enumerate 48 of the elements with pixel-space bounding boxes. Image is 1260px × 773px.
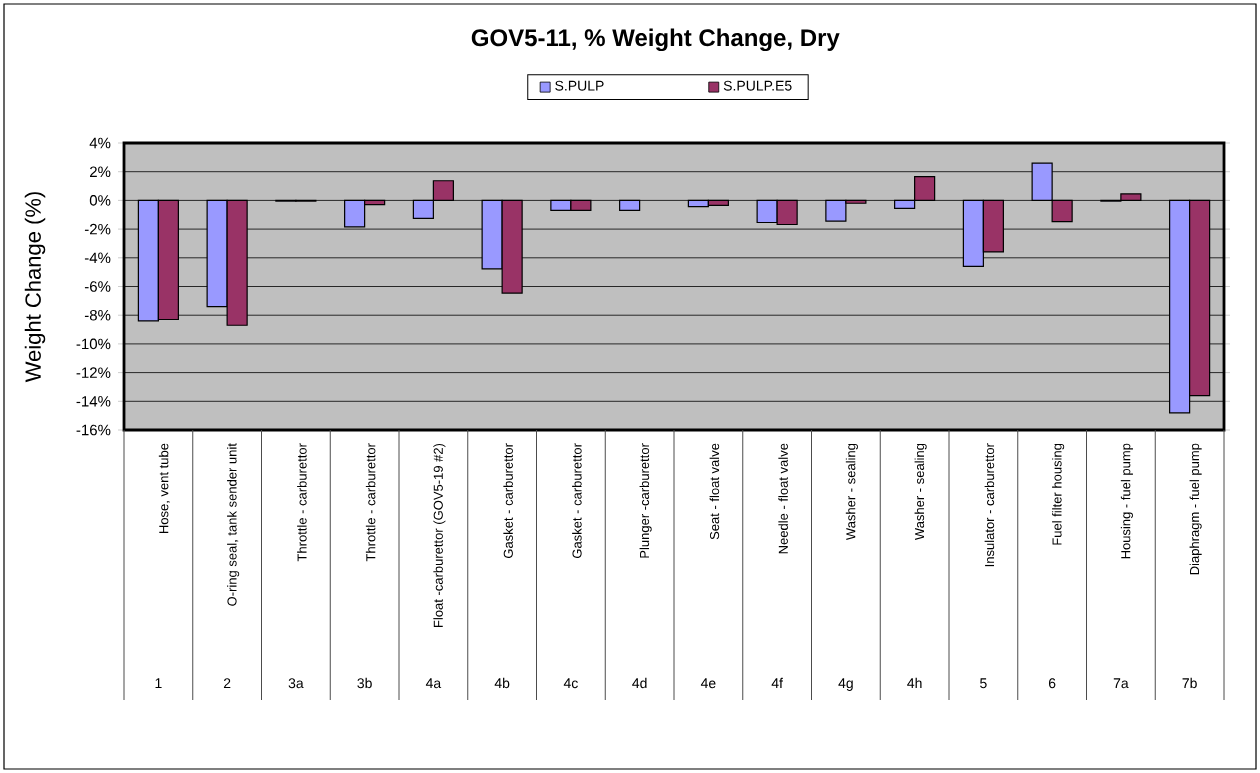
text: 3b (357, 677, 372, 689)
text: 1 (155, 678, 162, 688)
x-tick-label: Diaphragm - fuel pump (1189, 443, 1202, 575)
x-tick-label: Housing - fuel pump (1120, 443, 1133, 559)
y-tick-label: 2% (90, 166, 111, 177)
text: 6 (1048, 678, 1056, 689)
x-tick-label: O-ring seal, tank sender unit (227, 443, 240, 606)
x-tick-label: Washer - sealing (914, 443, 927, 541)
y-tick-label: -16% (76, 424, 111, 436)
text: 4f (771, 677, 783, 688)
text: 4h (907, 677, 922, 688)
y-tick-label: -2% (84, 223, 111, 235)
y-tick-label: -10% (76, 338, 111, 350)
y-tick-label: -6% (84, 281, 111, 292)
text: 4g (838, 678, 853, 691)
y-tick-label: -14% (76, 396, 111, 407)
text: 7a (1113, 678, 1129, 689)
x-tick-label: Fuel filter housing (1052, 443, 1065, 545)
bar (619, 199, 641, 212)
x-tick-label: Insulator - carburettor (984, 443, 995, 567)
x-tick-label: Needle - float valve (778, 443, 788, 554)
x-tick-label: Float -carburettor (GOV5-19 #2) (433, 443, 446, 627)
y-tick-label: -8% (84, 309, 111, 321)
text: 4e (700, 678, 716, 689)
text: 4d (632, 677, 647, 689)
text: 3a (288, 678, 304, 689)
legend-label: S.PULP.E5 (723, 80, 792, 91)
text: 7b (1182, 677, 1197, 689)
chart-title: GOV5-11, % Weight Change, Dry (471, 28, 840, 52)
x-tick-label: Seat - float valve (709, 443, 720, 540)
y-tick-label: -4% (84, 252, 111, 264)
x-tick-label: Washer - sealing (845, 443, 858, 541)
text: 4c (563, 678, 578, 689)
legend-label: S.PULP (555, 80, 604, 91)
x-tick-label: Throttle - carburettor (297, 443, 307, 562)
x-tick-label: Plunger -carburettor (639, 443, 652, 558)
x-tick-label: Gasket - carburettor (572, 443, 582, 559)
y-tick-label: 4% (89, 137, 111, 149)
y-tick-label: 0% (89, 195, 111, 206)
x-tick-label: Throttle - carburettor (365, 443, 376, 562)
text: 2 (223, 678, 231, 688)
x-tick-label: Gasket - carburettor (503, 443, 513, 559)
text: 4b (494, 677, 510, 689)
y-tick-label: -12% (76, 367, 111, 378)
y-axis-title: Weight Change (%) (24, 192, 46, 383)
text: 5 (980, 678, 987, 689)
x-tick-label: Hose, vent tube (158, 443, 170, 534)
text: 4a (425, 678, 442, 689)
